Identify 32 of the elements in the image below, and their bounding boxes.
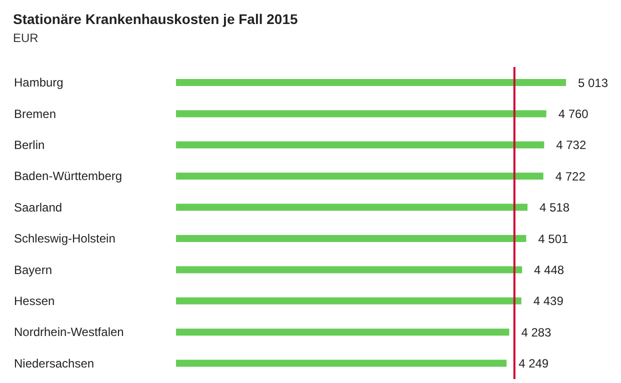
data-label: 4 439 xyxy=(533,294,564,308)
y-tick-label: Saarland xyxy=(14,200,62,214)
data-label: 4 249 xyxy=(518,356,549,371)
bar xyxy=(176,172,544,180)
y-tick-label: Nordrhein-Westfalen xyxy=(14,325,124,340)
data-label: 5 013 xyxy=(578,76,608,90)
bar xyxy=(176,141,544,148)
bar xyxy=(176,328,510,336)
data-label: 4 518 xyxy=(539,200,570,215)
bar xyxy=(176,360,507,367)
bar xyxy=(176,79,566,86)
bar xyxy=(176,297,522,304)
y-tick-label: Niedersachsen xyxy=(14,356,94,370)
data-label: 4 732 xyxy=(556,138,586,152)
bar xyxy=(176,110,546,118)
bar xyxy=(176,204,528,211)
chart-title: Stationäre Krankenhauskosten je Fall 2015 xyxy=(13,11,298,27)
y-tick-label: Baden-Württemberg xyxy=(14,169,122,184)
y-tick-label: Bayern xyxy=(14,262,52,277)
data-label: 4 501 xyxy=(538,232,569,246)
text: EUR xyxy=(13,31,38,45)
bar xyxy=(176,266,522,274)
y-tick-label: Hamburg xyxy=(14,76,64,90)
y-tick-label: Hessen xyxy=(14,294,55,308)
data-label: 4 448 xyxy=(534,262,564,277)
y-tick-label: Berlin xyxy=(14,138,45,152)
data-label: 4 760 xyxy=(558,106,589,121)
bar xyxy=(176,235,526,242)
data-label: 4 722 xyxy=(555,169,586,184)
y-tick-label: Schleswig-Holstein xyxy=(14,232,116,246)
y-tick-label: Bremen xyxy=(14,106,56,121)
data-label: 4 283 xyxy=(521,325,552,340)
